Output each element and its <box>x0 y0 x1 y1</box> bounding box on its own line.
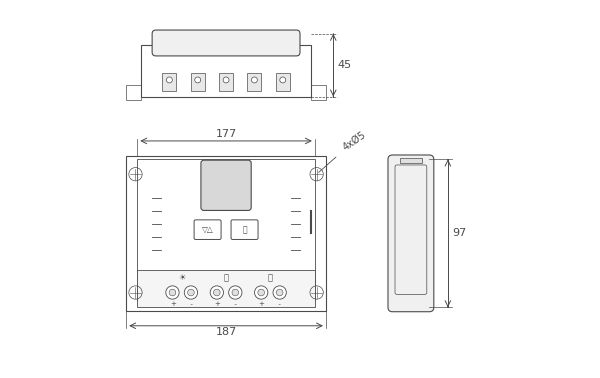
Text: +      -: + - <box>215 301 237 307</box>
Circle shape <box>223 77 229 83</box>
FancyBboxPatch shape <box>194 220 221 239</box>
Circle shape <box>184 286 197 299</box>
Circle shape <box>169 289 176 296</box>
Text: ▽△: ▽△ <box>202 225 214 234</box>
FancyBboxPatch shape <box>152 30 300 56</box>
Bar <box>141 45 311 97</box>
Bar <box>137 160 315 300</box>
Text: 🔧: 🔧 <box>242 225 247 234</box>
Circle shape <box>214 289 220 296</box>
Circle shape <box>188 289 194 296</box>
Circle shape <box>280 77 286 83</box>
Circle shape <box>258 289 265 296</box>
Bar <box>137 270 315 307</box>
Text: +      -: + - <box>259 301 281 307</box>
Bar <box>219 73 233 91</box>
Text: 97: 97 <box>452 228 466 239</box>
Text: 💡: 💡 <box>268 273 273 282</box>
Bar <box>247 73 262 91</box>
Circle shape <box>251 77 257 83</box>
Text: 177: 177 <box>215 129 236 139</box>
Circle shape <box>232 289 239 296</box>
Text: 45: 45 <box>337 60 352 70</box>
Circle shape <box>166 286 179 299</box>
Circle shape <box>254 286 268 299</box>
Bar <box>276 73 290 91</box>
Circle shape <box>273 286 286 299</box>
FancyBboxPatch shape <box>201 160 251 211</box>
Text: +      -: + - <box>171 301 193 307</box>
Text: 🔋: 🔋 <box>224 273 229 282</box>
Circle shape <box>210 286 223 299</box>
FancyBboxPatch shape <box>231 220 258 239</box>
Circle shape <box>166 77 172 83</box>
Bar <box>163 73 176 91</box>
FancyBboxPatch shape <box>388 155 434 312</box>
Text: ☀: ☀ <box>178 273 185 282</box>
Bar <box>126 85 141 100</box>
Bar <box>191 73 205 91</box>
Circle shape <box>195 77 200 83</box>
Circle shape <box>277 289 283 296</box>
Circle shape <box>229 286 242 299</box>
Text: 187: 187 <box>215 327 236 338</box>
Text: 4xØ5: 4xØ5 <box>319 129 367 172</box>
Bar <box>400 158 422 163</box>
Bar <box>311 85 326 100</box>
Bar <box>126 156 326 311</box>
